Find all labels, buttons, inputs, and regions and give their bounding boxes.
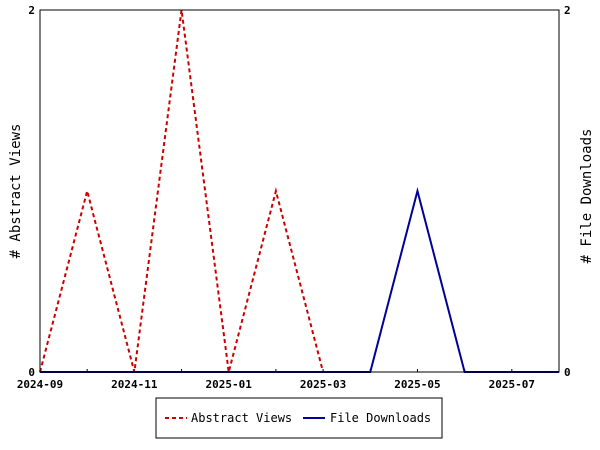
x-tick-label: 2024-11 [111, 378, 158, 391]
y-tick-label-bottom: 0 [28, 366, 35, 379]
x-tick-label: 2025-03 [300, 378, 346, 391]
y2-axis-title: # File Downloads [579, 129, 595, 264]
y-axis-title: # Abstract Views [8, 124, 24, 259]
x-tick-label: 2025-01 [206, 378, 253, 391]
legend-label-abstract-views: Abstract Views [191, 411, 292, 425]
x-tick-label: 2025-07 [489, 378, 535, 391]
series-layer [39, 9, 559, 373]
legend-box [155, 397, 443, 439]
legend: Abstract Views File Downloads [155, 397, 443, 439]
x-tick-label: 2024-09 [17, 378, 63, 391]
series-line-abstract-views [39, 9, 371, 373]
y-tick-label-top: 2 [28, 4, 35, 17]
y2-tick-label-bottom: 0 [564, 366, 571, 379]
x-tick-labels: 2024-09 2024-11 2025-01 2025-03 2025-05 2025-… [17, 378, 535, 391]
plot-area-frame [39, 9, 560, 373]
legend-label-file-downloads: File Downloads [330, 411, 431, 425]
y2-tick-label-top: 2 [564, 4, 571, 17]
series-line-file-downloads [40, 187, 559, 373]
x-tick-label: 2025-05 [394, 378, 440, 391]
